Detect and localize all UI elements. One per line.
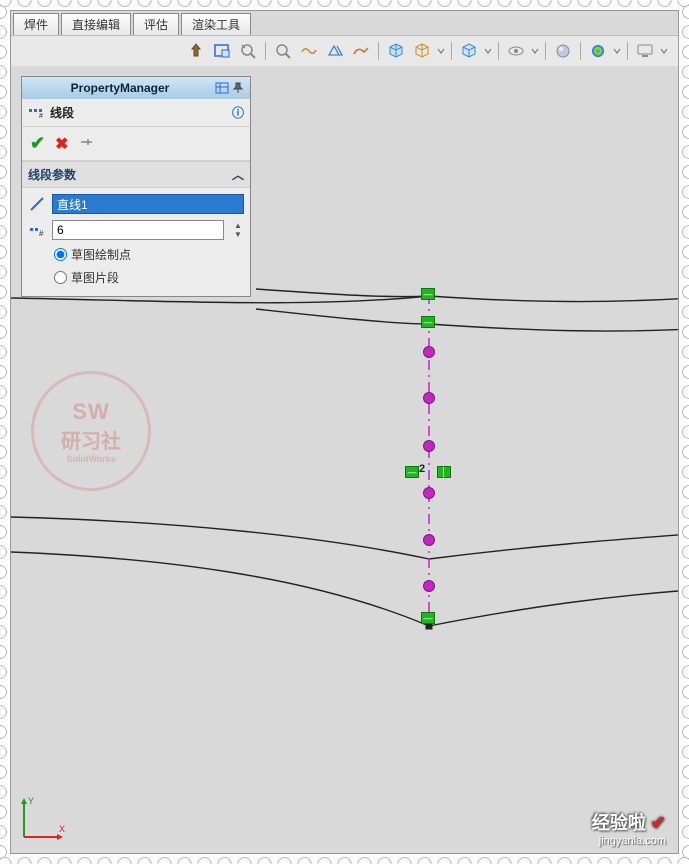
pm-expand-icon[interactable]: [214, 80, 230, 96]
dimension-label[interactable]: 2: [419, 463, 425, 475]
constraint-badge[interactable]: —: [421, 316, 435, 328]
dropdown-icon[interactable]: [484, 47, 492, 55]
pm-section-body: # ▲▼ 草图绘制点 草图片段: [22, 188, 250, 296]
color-wheel-icon[interactable]: [587, 40, 609, 62]
tab-direct-edit[interactable]: 直接编辑: [61, 13, 131, 35]
tab-weldments[interactable]: 焊件: [13, 13, 59, 35]
count-spinner[interactable]: ▲▼: [232, 221, 244, 239]
command-tabs: 焊件 直接编辑 评估 渲染工具: [11, 11, 678, 35]
wireframe-cube-icon[interactable]: [411, 40, 433, 62]
radio-points-label: 草图绘制点: [71, 246, 131, 263]
help-icon[interactable]: ⓘ: [232, 104, 244, 121]
tab-render-tools[interactable]: 渲染工具: [181, 13, 251, 35]
brwm-text: 经验啦: [592, 813, 646, 833]
radio-sketch-segments[interactable]: 草图片段: [28, 269, 244, 286]
pm-pin-icon[interactable]: [230, 80, 246, 96]
keep-visible-icon[interactable]: [79, 135, 93, 152]
selection-input[interactable]: [52, 194, 244, 214]
svg-text:#: #: [39, 113, 43, 119]
zoom-window-icon[interactable]: [211, 40, 233, 62]
svg-text:X: X: [59, 824, 65, 834]
tab-evaluate[interactable]: 评估: [133, 13, 179, 35]
ok-button[interactable]: ✔: [30, 133, 45, 154]
view-orientation-icon[interactable]: [298, 40, 320, 62]
watermark-line1: SW: [72, 399, 109, 425]
section-view-icon[interactable]: [272, 40, 294, 62]
constraint-badge[interactable]: —: [421, 612, 435, 624]
visibility-icon[interactable]: [505, 40, 527, 62]
pm-titlebar[interactable]: PropertyManager: [22, 77, 250, 99]
pm-confirm-row: ✔ ✖: [22, 127, 250, 161]
pm-section-header[interactable]: 线段参数 ︿: [22, 161, 250, 188]
pm-feature-label: 线段: [50, 104, 74, 121]
svg-text:#: #: [39, 229, 44, 238]
hidden-lines-cube-icon[interactable]: [458, 40, 480, 62]
hide-show-icon[interactable]: [350, 40, 372, 62]
monitor-icon[interactable]: [634, 40, 656, 62]
watermark-line3: SolidWorks: [66, 454, 115, 464]
display-style-icon[interactable]: [324, 40, 346, 62]
dropdown-icon[interactable]: [531, 47, 539, 55]
watermark-line2: 研习社: [61, 425, 121, 454]
spin-up-icon[interactable]: ▲: [232, 221, 244, 230]
count-icon: #: [28, 221, 46, 239]
check-icon: ✔: [651, 813, 666, 833]
svg-text:Y: Y: [28, 796, 34, 806]
constraint-badge[interactable]: │: [437, 466, 451, 478]
pm-title-text: PropertyManager: [26, 81, 214, 95]
origin-triad: Y X: [19, 792, 69, 847]
radio-points-input[interactable]: [54, 248, 67, 261]
appearance-sphere-icon[interactable]: [552, 40, 574, 62]
line-icon: [28, 195, 46, 213]
pm-section-title: 线段参数: [28, 166, 76, 183]
dropdown-icon[interactable]: [613, 47, 621, 55]
shaded-cube-icon[interactable]: [385, 40, 407, 62]
graphics-viewport[interactable]: SW 研习社 SolidWorks PropertyManager # 线段 ⓘ…: [11, 66, 678, 853]
dropdown-icon[interactable]: [660, 47, 668, 55]
count-field: # ▲▼: [28, 220, 244, 240]
view-toolbar: [11, 35, 678, 67]
watermark-bottom-right: 经验啦 ✔ jingyanla.com: [592, 809, 666, 847]
previous-view-icon[interactable]: [237, 40, 259, 62]
dropdown-icon[interactable]: [437, 47, 445, 55]
zoom-fit-icon[interactable]: [185, 40, 207, 62]
pm-feature-row: # 线段 ⓘ: [22, 99, 250, 127]
radio-segments-label: 草图片段: [71, 269, 119, 286]
brwm-url: jingyanla.com: [592, 835, 666, 847]
cancel-button[interactable]: ✖: [55, 134, 68, 154]
segment-icon: #: [28, 103, 44, 122]
chevron-up-icon: ︿: [232, 166, 244, 183]
radio-segments-input[interactable]: [54, 271, 67, 284]
radio-sketch-points[interactable]: 草图绘制点: [28, 246, 244, 263]
spin-down-icon[interactable]: ▼: [232, 230, 244, 239]
count-input[interactable]: [52, 220, 224, 240]
property-manager-panel: PropertyManager # 线段 ⓘ ✔ ✖ 线段参数 ︿: [21, 76, 251, 297]
watermark-stamp: SW 研习社 SolidWorks: [31, 371, 151, 491]
constraint-badge[interactable]: —: [405, 466, 419, 478]
selection-field: [28, 194, 244, 214]
constraint-badge[interactable]: —: [421, 288, 435, 300]
